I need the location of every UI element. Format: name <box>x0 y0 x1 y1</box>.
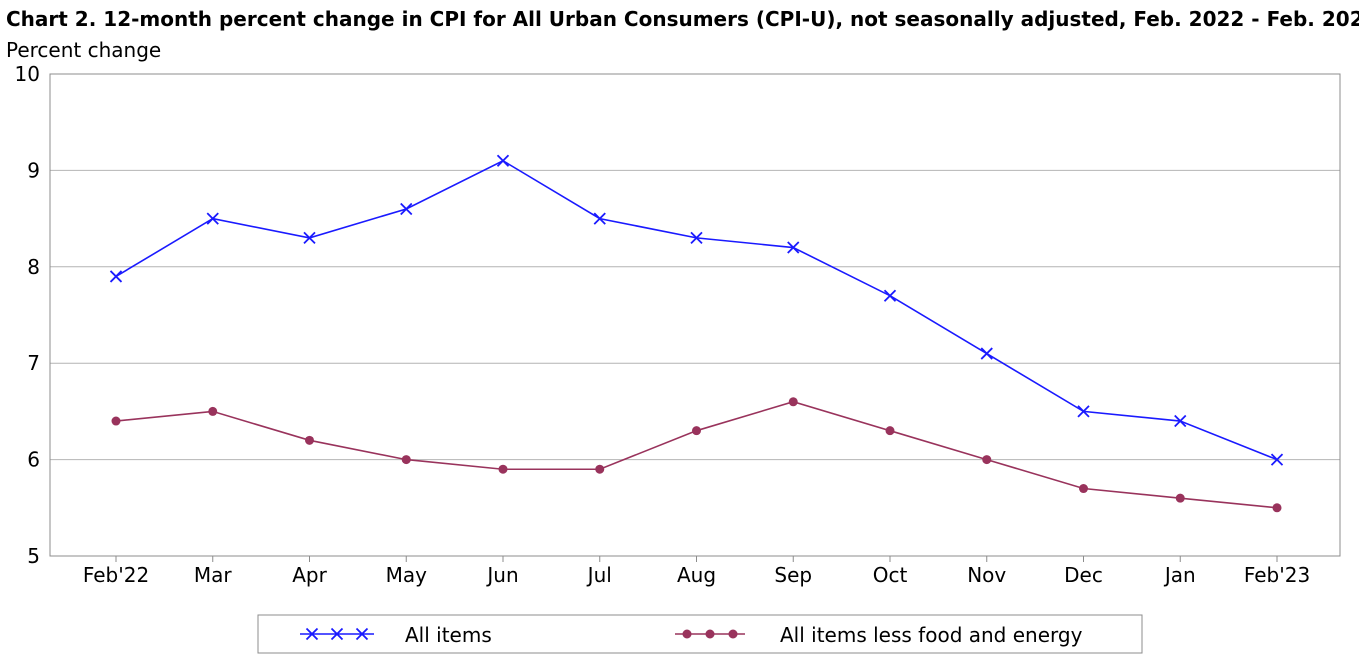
data-point-marker <box>728 629 738 639</box>
data-point-marker <box>305 627 319 641</box>
x-tick-label: Sep <box>774 563 812 587</box>
series-line <box>115 159 1278 461</box>
data-point-marker <box>206 212 219 225</box>
legend-label: All items <box>405 623 492 647</box>
data-point-marker <box>496 154 510 167</box>
x-axis-ticks: Feb'22 Mar Apr May Jun Jul Aug Sep Oct Nov Dec Jan F… <box>83 556 1310 587</box>
series-1 <box>109 154 1284 466</box>
data-point-marker <box>883 289 897 302</box>
data-point-marker <box>355 627 369 641</box>
data-point-marker <box>885 426 895 436</box>
data-point-marker <box>1175 493 1185 503</box>
x-tick-label: Jul <box>586 563 612 587</box>
data-point-marker <box>111 416 121 426</box>
y-tick-label: 7 <box>27 351 40 375</box>
legend-item-2: All items less food and energy <box>675 623 1083 647</box>
series-line <box>115 400 1278 509</box>
y-tick-label: 10 <box>15 62 40 86</box>
data-point-marker <box>305 435 314 445</box>
x-tick-label: May <box>386 563 428 587</box>
data-point-marker <box>787 241 800 254</box>
y-axis-title: Percent change <box>6 38 161 62</box>
data-point-marker <box>593 212 606 225</box>
x-tick-label: Mar <box>194 563 233 587</box>
data-point-marker <box>980 347 993 360</box>
data-point-marker <box>690 231 703 245</box>
y-tick-label: 5 <box>27 544 40 568</box>
x-tick-label: Dec <box>1064 563 1103 587</box>
data-point-marker <box>1174 414 1187 428</box>
plot-area-frame <box>49 73 1341 557</box>
y-axis-ticks: 5 6 7 8 9 10 <box>15 62 40 568</box>
data-point-marker <box>682 629 692 639</box>
data-point-marker <box>982 455 992 465</box>
x-tick-label: Nov <box>967 563 1006 587</box>
data-point-marker <box>595 464 605 474</box>
data-point-marker <box>109 270 123 283</box>
data-point-marker <box>788 397 798 407</box>
y-tick-label: 9 <box>27 158 40 182</box>
legend-label: All items less food and energy <box>780 623 1083 647</box>
data-point-marker <box>1272 503 1282 513</box>
data-point-marker <box>401 455 411 465</box>
x-tick-label: Feb'23 <box>1244 563 1310 587</box>
x-tick-label: Feb'22 <box>83 563 149 587</box>
x-tick-label: Apr <box>292 563 327 587</box>
x-tick-label: Oct <box>873 563 908 587</box>
legend-item-1: All items <box>300 623 492 647</box>
data-point-marker <box>208 406 218 416</box>
data-point-marker <box>692 426 701 436</box>
y-tick-label: 8 <box>27 255 40 279</box>
x-tick-label: Jan <box>1163 563 1196 587</box>
data-point-marker <box>1077 405 1090 418</box>
y-tick-label: 6 <box>27 448 40 472</box>
data-point-marker <box>705 629 715 639</box>
data-point-marker <box>1079 484 1088 494</box>
data-point-marker <box>330 627 344 641</box>
data-point-marker <box>400 202 413 216</box>
x-tick-label: Jun <box>485 563 518 587</box>
series-2 <box>111 397 1282 513</box>
chart-title: Chart 2. 12-month percent change in CPI … <box>6 7 1359 31</box>
legend: All items All items less food and energy <box>257 614 1143 654</box>
data-point-marker <box>498 464 508 474</box>
series-layer <box>109 154 1284 513</box>
data-point-marker <box>1270 453 1284 466</box>
x-tick-label: Aug <box>677 563 716 587</box>
data-point-marker <box>303 231 316 245</box>
grid-lines <box>50 169 1340 461</box>
